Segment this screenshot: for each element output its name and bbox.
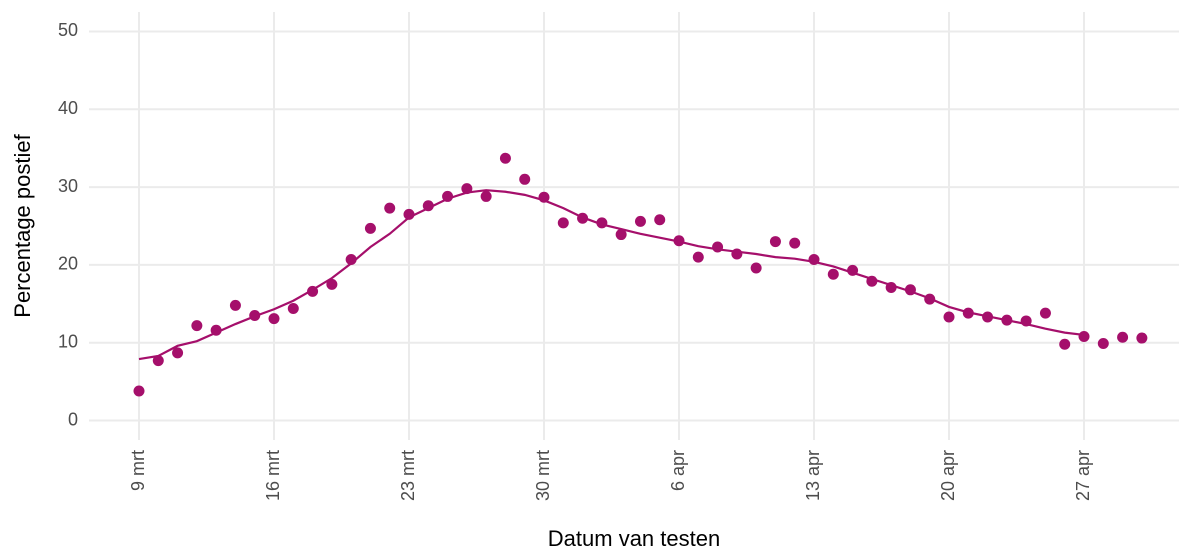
point [538, 191, 550, 203]
point [191, 320, 203, 332]
point [1059, 338, 1071, 350]
y-tick-label: 40 [58, 98, 78, 118]
x-tick-label: 6 apr [668, 450, 688, 491]
point [403, 208, 415, 220]
point [519, 173, 531, 185]
point [692, 251, 704, 263]
point [287, 302, 299, 314]
point [172, 347, 184, 359]
point [229, 299, 241, 311]
point [731, 248, 743, 260]
point [1136, 332, 1148, 344]
x-tick-label: 27 apr [1073, 450, 1093, 501]
y-tick-label: 20 [58, 254, 78, 274]
point [808, 253, 820, 265]
point [654, 214, 666, 226]
y-tick-label: 10 [58, 331, 78, 351]
point [847, 264, 859, 276]
point [499, 152, 511, 164]
point [480, 190, 492, 202]
point [712, 241, 724, 253]
point [1078, 331, 1090, 343]
x-tick-label: 9 mrt [128, 450, 148, 491]
point [673, 235, 685, 247]
point [557, 217, 569, 229]
point [210, 324, 222, 336]
y-axis-title: Percentage postief [10, 133, 35, 317]
point [789, 237, 801, 249]
x-tick-label: 13 apr [803, 450, 823, 501]
point [326, 278, 338, 290]
y-tick-label: 50 [58, 20, 78, 40]
grid [89, 12, 1179, 440]
point [924, 293, 936, 305]
point [750, 262, 762, 274]
point [769, 236, 781, 248]
point [268, 313, 280, 325]
point [615, 229, 627, 241]
point [827, 268, 839, 280]
point [249, 309, 261, 321]
point [962, 307, 974, 319]
point [1117, 331, 1129, 343]
point [442, 190, 454, 202]
point [133, 385, 145, 397]
point [904, 284, 916, 296]
y-tick-label: 0 [68, 409, 78, 429]
point [384, 202, 396, 214]
point [982, 311, 994, 323]
point [422, 200, 434, 212]
point [461, 183, 473, 195]
y-tick-label: 30 [58, 176, 78, 196]
point [1020, 315, 1032, 327]
point [866, 275, 878, 287]
point [943, 311, 955, 323]
x-tick-label: 30 mrt [533, 450, 553, 501]
smooth-line [138, 189, 1085, 361]
x-tick-label: 20 apr [938, 450, 958, 501]
point [1001, 314, 1013, 326]
point [307, 285, 319, 297]
point [1039, 307, 1051, 319]
point [885, 281, 897, 293]
point [596, 217, 608, 229]
point [577, 212, 589, 224]
x-axis-title: Datum van testen [548, 526, 720, 551]
point [152, 355, 164, 367]
point [364, 222, 376, 234]
x-tick-label: 23 mrt [398, 450, 418, 501]
point [345, 253, 357, 265]
x-tick-label: 16 mrt [263, 450, 283, 501]
point [1097, 338, 1109, 350]
point [634, 215, 646, 227]
